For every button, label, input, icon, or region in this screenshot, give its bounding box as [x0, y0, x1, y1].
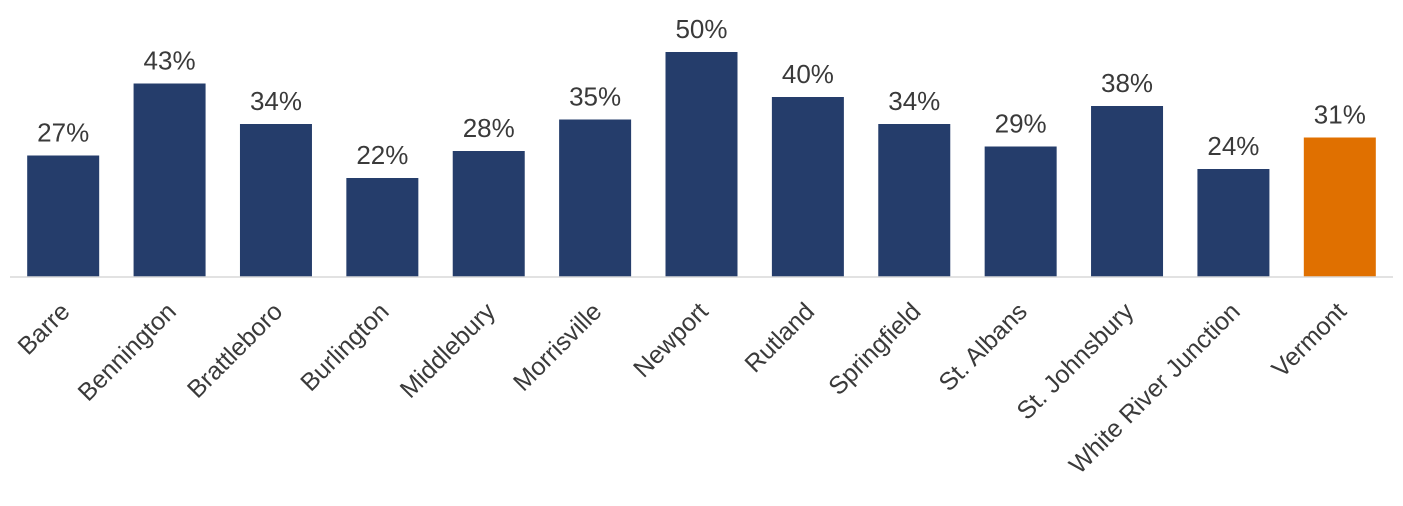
bar-burlington	[346, 178, 419, 277]
bar-newport	[665, 52, 738, 277]
data-label-morrisville: 35%	[569, 82, 621, 112]
data-label-white-river-junction: 24%	[1207, 131, 1259, 161]
data-label-burlington: 22%	[356, 140, 408, 170]
x-tick-label-middlebury: Middlebury	[395, 297, 502, 404]
x-tick-label-brattleboro: Brattleboro	[182, 297, 288, 403]
data-labels-group: 27% 43% 34% 22% 28% 35% 50% 40% 34% 29% 38% 24% 31%	[37, 14, 1366, 170]
x-tick-label-vermont: Vermont	[1266, 297, 1352, 383]
bars-group	[27, 52, 1376, 277]
bar-st-johnsbury	[1091, 106, 1164, 277]
bar-bennington	[133, 83, 206, 277]
x-tick-label-morrisville: Morrisville	[508, 297, 607, 396]
data-label-st-johnsbury: 38%	[1101, 68, 1153, 98]
data-label-barre: 27%	[37, 118, 89, 148]
bar-st-albans	[984, 146, 1057, 277]
x-tick-label-st-albans: St. Albans	[933, 297, 1032, 396]
x-tick-label-burlington: Burlington	[295, 297, 394, 396]
data-label-st-albans: 29%	[995, 109, 1047, 139]
bar-barre	[27, 155, 100, 277]
data-label-bennington: 43%	[144, 46, 196, 76]
data-label-vermont: 31%	[1314, 100, 1366, 130]
bar-brattleboro	[239, 124, 312, 277]
data-label-newport: 50%	[675, 14, 727, 44]
x-tick-label-springfield: Springfield	[823, 297, 926, 400]
x-tick-label-newport: Newport	[628, 297, 714, 383]
bar-springfield	[878, 124, 951, 277]
data-label-springfield: 34%	[888, 86, 940, 116]
data-label-rutland: 40%	[782, 59, 834, 89]
x-tick-label-rutland: Rutland	[739, 297, 820, 378]
data-label-middlebury: 28%	[463, 113, 515, 143]
x-tick-label-barre: Barre	[12, 297, 75, 360]
data-label-brattleboro: 34%	[250, 86, 302, 116]
bar-white-river-junction	[1197, 169, 1270, 277]
bar-morrisville	[559, 119, 632, 277]
bar-middlebury	[452, 151, 525, 277]
bar-rutland	[771, 97, 844, 277]
bar-vermont	[1303, 137, 1376, 277]
x-tick-label-bennington: Bennington	[73, 297, 182, 406]
